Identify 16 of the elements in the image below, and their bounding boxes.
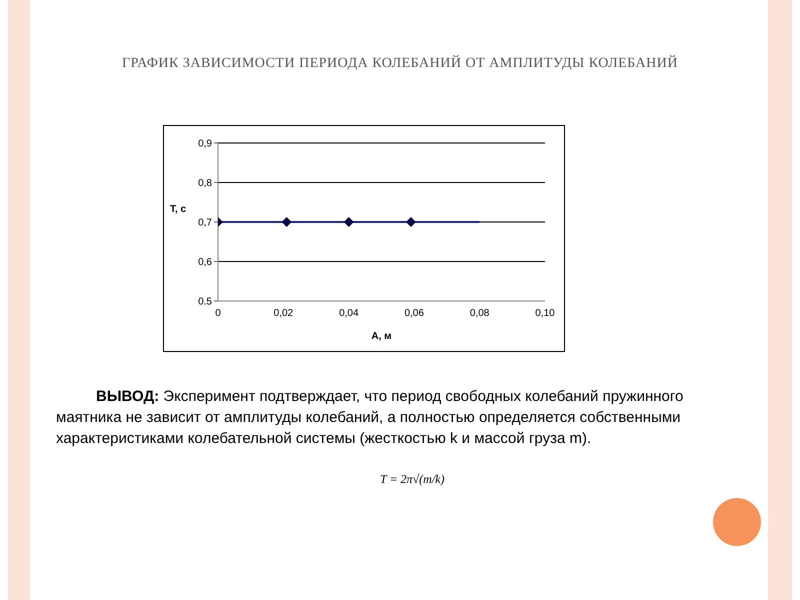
x-tick-label: 0,04 [339, 308, 359, 320]
x-tick-label: 0 [215, 308, 222, 320]
text: ВЫВОД: Эксперимент подтверждает, что период свободных колебаний пружинного маятника не зависит от амплитуды колебаний, а полностью определяется собственными характеристиками колебательной системы (жесткостью k и массой груза m). [56, 387, 684, 449]
x-tick-label: 0,10 [535, 308, 556, 320]
text: T = 2π√(m/k) [380, 472, 446, 487]
y-tick-label: 0,9 [198, 138, 212, 150]
y-tick-label: 0.5 [198, 296, 212, 308]
y-tick-label: 0,6 [198, 257, 212, 268]
y-tick-label: 0,7 [198, 218, 212, 229]
chart-title: ГРАФИК ЗАВИСИМОСТИ ПЕРИОДА КОЛЕБАНИЙ ОТ АМПЛИТУДЫ КОЛЕБАНИЙ [121, 56, 679, 72]
x-tick-label: 0,08 [470, 308, 490, 320]
y-axis-title: T, c [170, 204, 187, 216]
x-tick-label: 0,06 [404, 308, 424, 320]
x-tick-label: 0,02 [274, 308, 294, 320]
y-tick-label: 0,8 [198, 178, 212, 190]
x-axis-title: A, м [371, 331, 392, 342]
